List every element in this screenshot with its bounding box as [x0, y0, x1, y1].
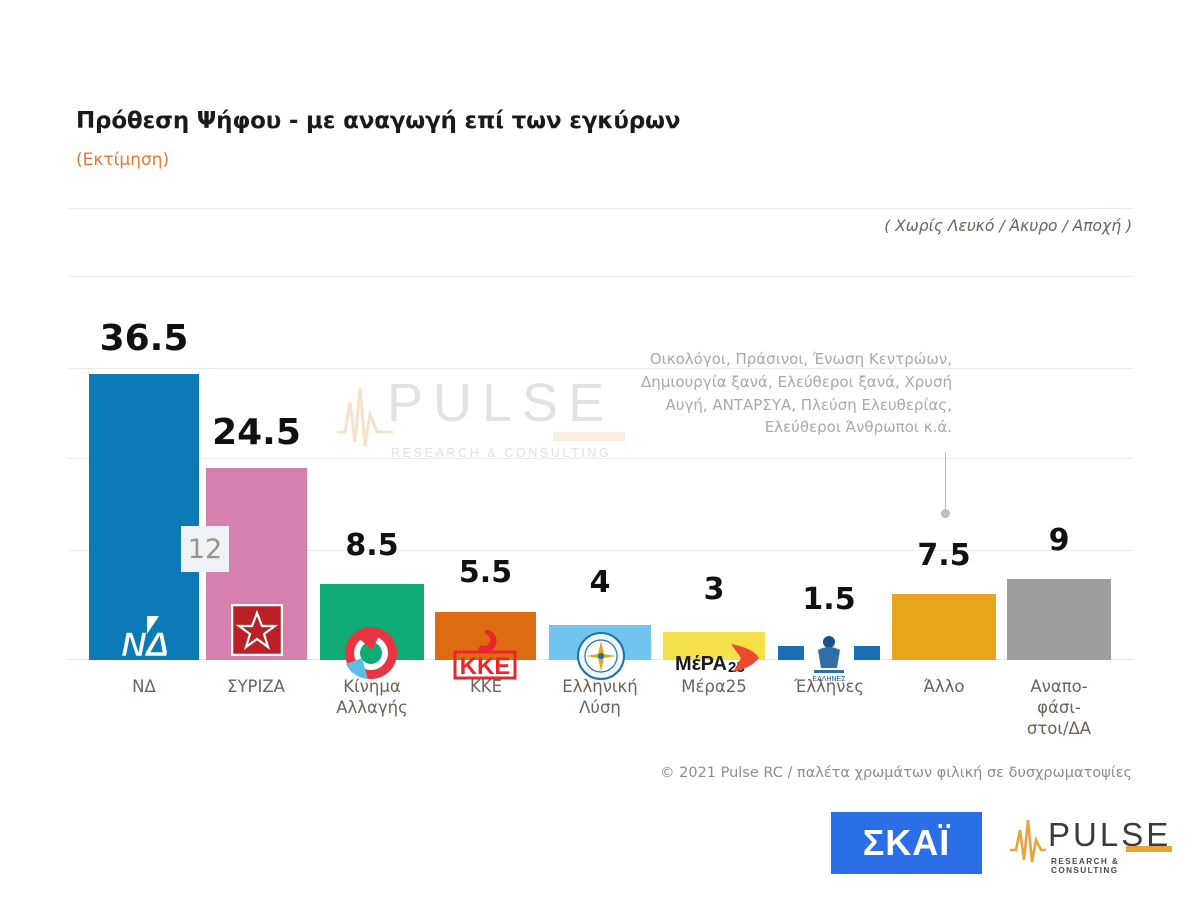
bar-ellines: ΕΛΛΗΝΕΣ — [778, 636, 880, 682]
gridline — [68, 458, 1133, 459]
cat-line: ΚΚΕ — [469, 677, 503, 696]
annotation-leader-line — [945, 452, 946, 514]
gridline — [68, 208, 1133, 209]
gap-marker: 12 — [181, 526, 229, 572]
category-label-anapofasistoi: Αναπο- φάσι- στοι/ΔΑ — [999, 676, 1119, 739]
nd-party-logo: ΝΔ — [121, 616, 169, 660]
cat-line: Αναπο- — [1030, 677, 1088, 696]
cat-line: φάσι- — [1037, 698, 1081, 718]
cat-line: Μέρα25 — [681, 677, 747, 696]
category-label-ellines: Έλληνες — [769, 676, 889, 697]
pulse-logo-tagline: RESEARCH & CONSULTING — [1051, 857, 1120, 875]
cat-line: Κίνημα — [343, 677, 401, 696]
pulse-footer-logo: PULSE RESEARCH & CONSULTING — [1008, 812, 1172, 875]
copyright-text: © 2021 Pulse RC / παλέτα χρωμάτων φιλική… — [659, 765, 1132, 781]
other-parties-annotation: Οικολόγοι, Πράσινοι, Ένωση Κεντρώων, Δημ… — [612, 348, 952, 439]
syriza-party-logo — [231, 604, 283, 656]
value-label-allo: 7.5 — [917, 538, 971, 573]
svg-text:ΝΔ: ΝΔ — [121, 626, 168, 660]
cat-line: Άλλο — [923, 677, 965, 696]
category-label-syriza: ΣΥΡΙΖΑ — [196, 676, 316, 697]
page-subtitle: (Εκτίμηση) — [76, 150, 170, 170]
category-label-allo: Άλλο — [884, 676, 1004, 697]
value-label-elliniki-lysi: 4 — [589, 565, 611, 600]
cat-line: ΝΔ — [132, 677, 156, 696]
ellines-party-logo: ΕΛΛΗΝΕΣ — [804, 636, 854, 682]
bar-kinal — [320, 584, 424, 679]
svg-text:ΚΚΕ: ΚΚΕ — [460, 653, 511, 680]
mera25-party-logo: MέPA 25 — [675, 644, 759, 676]
value-label-mera25: 3 — [703, 572, 725, 607]
bar-mera25: MέPA 25 — [663, 632, 765, 676]
svg-text:MέPA: MέPA — [675, 653, 727, 675]
value-label-ellines: 1.5 — [802, 582, 856, 617]
bar-kke: ΚΚΕ — [435, 612, 536, 680]
value-label-nd: 36.5 — [99, 318, 189, 359]
cat-line: Λύση — [579, 698, 621, 718]
annotation-line-1: Οικολόγοι, Πράσινοι, Ένωση Κεντρώων, — [649, 350, 952, 368]
category-label-elliniki-lysi: Ελληνική Λύση — [540, 676, 660, 718]
value-label-kke: 5.5 — [458, 555, 513, 590]
bar-allo — [892, 594, 996, 660]
validity-note: ( Χωρίς Λευκό / Άκυρο / Αποχή ) — [884, 217, 1132, 235]
svg-text:ΕΛΛΗΝΕΣ: ΕΛΛΗΝΕΣ — [812, 676, 846, 682]
kke-party-logo: ΚΚΕ — [453, 629, 517, 680]
skai-logo: ΣΚΑΪ — [831, 812, 982, 874]
gridline — [68, 276, 1133, 277]
bar-elliniki-lysi — [549, 625, 651, 680]
annotation-line-4: Ελεύθεροι Άνθρωποι κ.ά. — [764, 418, 952, 437]
annotation-line-2: Δημιουργία ξανά, Ελεύθεροι ξανά, Χρυσή — [641, 372, 952, 391]
cat-line: Ελληνική — [562, 677, 638, 696]
gridline — [68, 550, 1133, 551]
skai-logo-text: ΣΚΑΪ — [862, 822, 951, 863]
category-label-nd: ΝΔ — [79, 676, 209, 697]
value-label-kinal: 8.5 — [345, 528, 399, 563]
bar-anapofasistoi — [1007, 579, 1111, 660]
cat-line: ΣΥΡΙΖΑ — [227, 677, 285, 696]
cat-line: Αλλαγής — [336, 698, 408, 718]
page-title: Πρόθεση Ψήφου - με αναγωγή επί των εγκύρ… — [76, 108, 681, 134]
annotation-leader-dot — [941, 509, 950, 518]
cat-line: Έλληνες — [793, 677, 865, 696]
category-label-mera25: Μέρα25 — [654, 676, 774, 697]
pulse-wave-icon — [1010, 819, 1046, 863]
pulse-logo-bar — [1126, 846, 1172, 852]
annotation-line-3: Αυγή, ΑΝΤΑΡΣΥΑ, Πλεύση Ελευθερίας, — [665, 395, 952, 414]
category-label-kinal: Κίνημα Αλλαγής — [312, 676, 432, 718]
gridline — [68, 368, 1133, 369]
cat-line: στοι/ΔΑ — [1026, 719, 1092, 739]
value-label-anapofasistoi: 9 — [1048, 523, 1070, 558]
bar-nd: ΝΔ — [89, 374, 199, 660]
category-label-kke: ΚΚΕ — [426, 676, 546, 697]
elliniki-lysi-party-logo — [577, 632, 625, 680]
kinal-party-logo — [345, 627, 397, 679]
value-label-syriza: 24.5 — [212, 412, 301, 453]
